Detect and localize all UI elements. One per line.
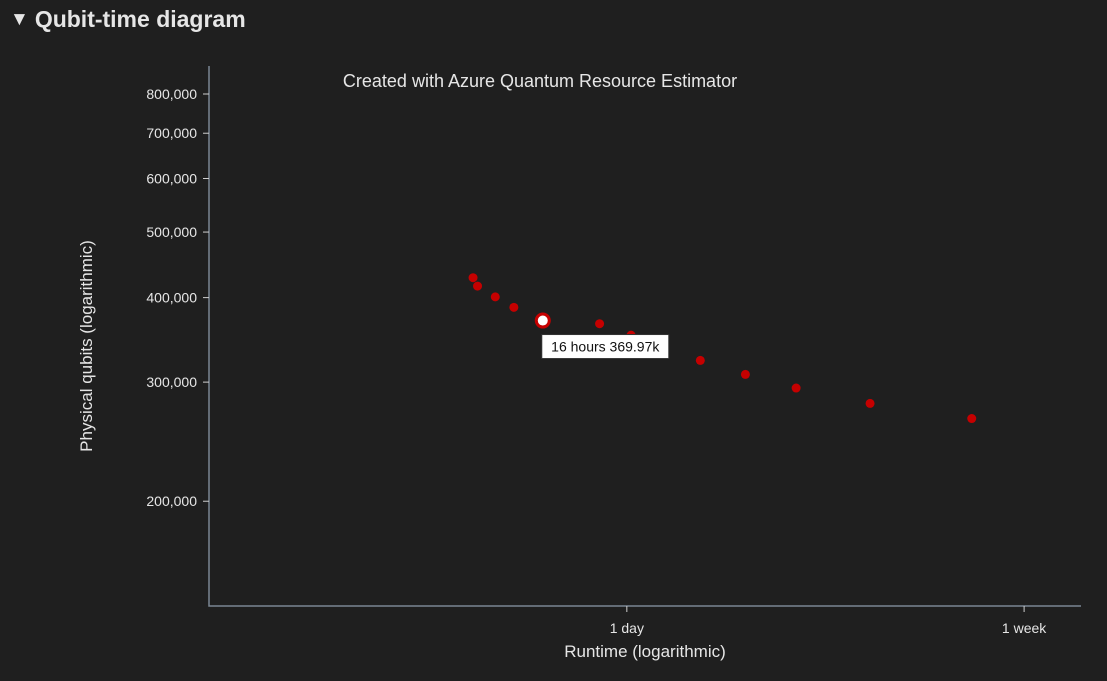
- data-point[interactable]: [473, 281, 483, 291]
- data-point[interactable]: [468, 273, 478, 283]
- data-point[interactable]: [967, 414, 977, 424]
- x-axis-label: Runtime (logarithmic): [564, 642, 726, 661]
- tooltip: [541, 334, 670, 360]
- y-tick-label: 700,000: [146, 125, 197, 141]
- qubit-time-diagram-toggle[interactable]: ▼ Qubit-time diagram: [10, 6, 246, 33]
- data-point[interactable]: [490, 292, 500, 302]
- data-point[interactable]: [791, 383, 801, 393]
- highlighted-data-point[interactable]: [534, 312, 551, 329]
- y-axis-label: Physical qubits (logarithmic): [77, 240, 96, 452]
- data-point[interactable]: [695, 355, 705, 365]
- x-tick-label: 1 day: [610, 620, 644, 636]
- tooltip-text: 16 hours 369.97k: [551, 339, 660, 355]
- data-point[interactable]: [509, 302, 519, 312]
- data-point[interactable]: [865, 398, 875, 408]
- data-point[interactable]: [595, 319, 605, 329]
- triangle-down-icon: ▼: [10, 9, 29, 30]
- x-tick-label: 1 week: [1002, 620, 1047, 636]
- y-tick-label: 200,000: [146, 493, 197, 509]
- chart-title: Created with Azure Quantum Resource Esti…: [343, 71, 737, 91]
- y-tick-label: 600,000: [146, 171, 197, 187]
- y-tick-label: 500,000: [146, 224, 197, 240]
- y-tick-label: 800,000: [146, 86, 197, 102]
- section-title: Qubit-time diagram: [34, 6, 246, 32]
- axes-lines: [208, 66, 1081, 607]
- y-tick-label: 300,000: [146, 374, 197, 390]
- data-point[interactable]: [740, 369, 750, 379]
- y-tick-label: 400,000: [146, 290, 197, 306]
